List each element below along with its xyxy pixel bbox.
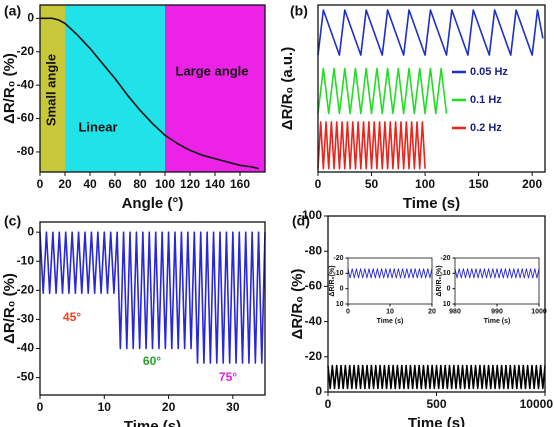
panel-label: (b)	[290, 3, 308, 19]
y-tick-label: -80	[17, 144, 35, 158]
region-label: Large angle	[176, 63, 249, 78]
y-axis-label: ΔR/R₀ (a.u.)	[279, 47, 296, 130]
y-tick-label: -40	[17, 77, 35, 91]
region-label: Linear	[78, 119, 117, 134]
data-line	[317, 67, 448, 115]
x-tick-label: 0	[37, 177, 44, 191]
y-tick-label: 0	[315, 384, 322, 398]
x-tick-label: 0	[325, 397, 332, 411]
data-line	[40, 17, 259, 170]
panel-label: (c)	[4, 213, 21, 229]
y-tick-label: 0	[447, 286, 451, 293]
legend-label: 0.1 Hz	[470, 94, 502, 106]
y-tick-label: -80	[305, 243, 323, 257]
y-tick-label: -30	[17, 312, 35, 326]
x-tick-label: 80	[133, 177, 147, 191]
x-tick-label: 20	[428, 308, 436, 315]
y-tick-label: -10	[17, 253, 35, 267]
y-axis-label: ΔR/R₀(%)	[436, 265, 443, 296]
x-tick-label: 0	[315, 177, 322, 191]
region-label: Small angle	[43, 54, 58, 126]
legend-label: 0.05 Hz	[470, 66, 508, 78]
y-axis-label: ΔR/R₀ (%)	[1, 273, 18, 344]
data-line	[39, 231, 266, 364]
inset-background	[455, 258, 539, 304]
x-axis-label: Time (s)	[403, 195, 460, 212]
region	[40, 5, 65, 172]
x-tick-label: 140	[205, 177, 225, 191]
x-tick-label: 60	[108, 177, 122, 191]
x-axis-label: Time (s)	[124, 418, 181, 427]
x-tick-label: 40	[83, 177, 97, 191]
y-tick-label: -100	[298, 208, 322, 222]
y-tick-label: -20	[440, 255, 450, 262]
x-tick-label: 100	[155, 177, 175, 191]
x-tick-label: 20	[58, 177, 72, 191]
y-tick-label: -40	[17, 341, 35, 355]
x-tick-label: 1000	[531, 308, 547, 315]
y-tick-label: -20	[333, 255, 343, 262]
data-line	[317, 121, 426, 170]
x-tick-label: 120	[180, 177, 200, 191]
panel-label: (d)	[292, 213, 310, 229]
x-axis-label: Time (s)	[377, 318, 404, 325]
x-tick-label: 10	[98, 400, 112, 414]
region	[65, 5, 165, 172]
x-axis-label: Angle (°)	[122, 195, 184, 212]
data-line	[317, 9, 544, 56]
y-tick-label: 10	[336, 301, 344, 308]
x-tick-label: 30	[226, 400, 240, 414]
y-tick-label: -60	[17, 111, 35, 125]
x-tick-label: 200	[522, 177, 542, 191]
region	[165, 5, 265, 172]
panel-label: (a)	[4, 3, 21, 19]
x-tick-label: 10	[386, 308, 394, 315]
y-tick-label: -60	[305, 279, 323, 293]
x-tick-label: 100	[415, 177, 435, 191]
y-tick-label: -10	[440, 270, 450, 277]
y-tick-label: 0	[27, 11, 34, 25]
x-tick-label: 500	[426, 397, 446, 411]
x-axis-label: Time (s)	[484, 318, 511, 325]
y-tick-label: -40	[305, 314, 323, 328]
annotation: 60°	[143, 354, 161, 368]
data-line	[327, 364, 546, 390]
inset-background	[348, 258, 432, 304]
x-tick-label: 20	[162, 400, 176, 414]
annotation: 75°	[219, 370, 237, 384]
x-tick-label: 50	[365, 177, 379, 191]
annotation: 45°	[63, 310, 81, 324]
plot-frame	[39, 221, 266, 396]
x-axis-label: Time (s)	[408, 415, 465, 427]
y-axis-label: ΔR/R₀ (%)	[1, 53, 18, 124]
y-axis-label: ΔR/R₀(%)	[329, 265, 336, 296]
data-line	[347, 268, 433, 279]
x-tick-label: 990	[491, 308, 503, 315]
x-tick-label: 0	[346, 308, 350, 315]
y-tick-label: -10	[333, 270, 343, 277]
x-tick-label: 160	[230, 177, 250, 191]
y-tick-label: 0	[340, 286, 344, 293]
data-line	[454, 268, 540, 279]
x-tick-label: 150	[469, 177, 489, 191]
legend-label: 0.2 Hz	[470, 122, 502, 134]
y-tick-label: -20	[17, 44, 35, 58]
x-tick-label: 0	[37, 400, 44, 414]
x-tick-label: 980	[449, 308, 461, 315]
y-tick-label: -20	[17, 282, 35, 296]
plot-frame	[39, 4, 266, 173]
y-axis-label: ΔR/R₀ (%)	[289, 269, 306, 340]
y-tick-label: -20	[305, 349, 323, 363]
x-tick-label: 10000	[520, 397, 554, 411]
y-tick-label: 0	[27, 224, 34, 238]
y-tick-label: 10	[443, 301, 451, 308]
plot-frame	[317, 4, 546, 173]
y-tick-label: -50	[17, 370, 35, 384]
